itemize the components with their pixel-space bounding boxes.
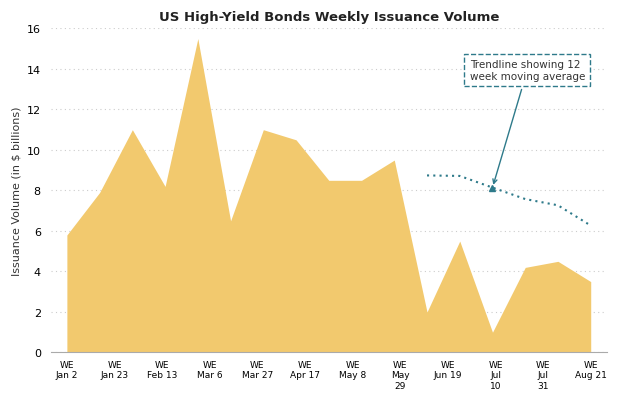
Text: Trendline showing 12
week moving average: Trendline showing 12 week moving average — [469, 60, 585, 184]
Title: US High-Yield Bonds Weekly Issuance Volume: US High-Yield Bonds Weekly Issuance Volu… — [159, 11, 499, 24]
Y-axis label: Issuance Volume (in $ billions): Issuance Volume (in $ billions) — [11, 106, 21, 275]
